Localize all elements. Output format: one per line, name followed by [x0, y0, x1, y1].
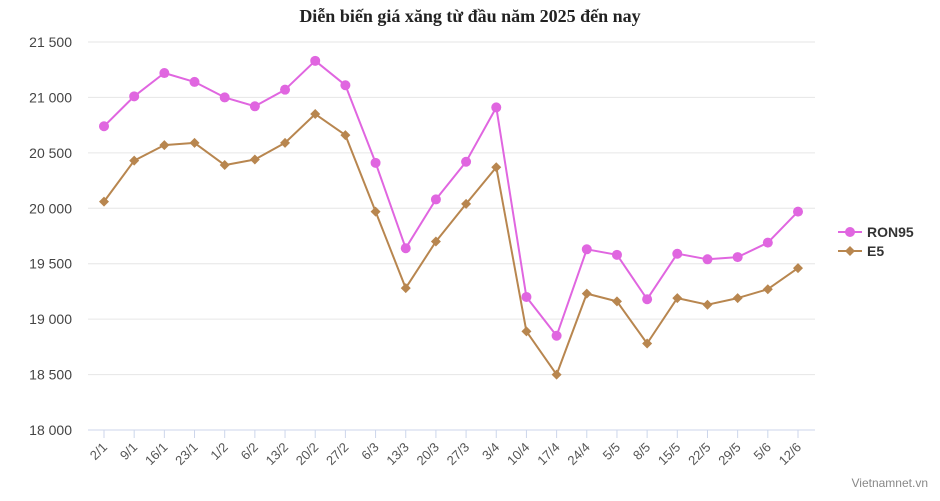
x-tick-label: 12/6	[776, 440, 805, 469]
data-point-ron95[interactable]	[521, 291, 532, 302]
data-point-e5[interactable]	[340, 130, 351, 141]
data-point-ron95[interactable]	[491, 102, 502, 113]
x-tick-label: 8/5	[630, 440, 653, 463]
data-point-e5[interactable]	[491, 162, 502, 173]
x-tick-label: 29/5	[715, 440, 744, 469]
x-tick-label: 5/6	[751, 440, 774, 463]
data-point-e5[interactable]	[99, 196, 109, 207]
series-ron95	[99, 55, 803, 341]
data-point-ron95[interactable]	[219, 92, 230, 103]
data-point-ron95[interactable]	[551, 330, 562, 341]
x-tick-label: 5/5	[600, 440, 623, 463]
data-point-ron95[interactable]	[611, 249, 622, 260]
x-axis: 2/1 9/1 16/1 23/1 1/2 6/2 13/2 20/2 27/2 6/3 13/3 2…	[87, 429, 815, 469]
x-tick-label: 13/2	[263, 440, 292, 469]
x-tick-label: 10/4	[504, 440, 533, 469]
data-point-e5[interactable]	[400, 283, 411, 294]
data-point-e5[interactable]	[370, 206, 381, 217]
data-point-e5[interactable]	[642, 338, 653, 349]
legend-item-e5[interactable]: E5	[838, 243, 884, 259]
x-tick-label: 27/2	[323, 440, 352, 469]
y-tick-label: 20 000	[29, 200, 72, 216]
data-point-e5[interactable]	[702, 299, 713, 310]
data-point-ron95[interactable]	[280, 84, 291, 95]
x-tick-label: 24/4	[564, 440, 593, 469]
legend-item-ron95[interactable]: RON95	[838, 224, 914, 240]
data-point-e5[interactable]	[611, 296, 622, 307]
data-point-ron95[interactable]	[461, 156, 472, 167]
series-layer	[99, 55, 803, 380]
data-point-e5[interactable]	[189, 137, 200, 148]
data-point-ron95[interactable]	[732, 252, 743, 263]
x-tick-label: 20/2	[293, 440, 322, 469]
legend-marker	[845, 246, 855, 256]
x-tick-label: 27/3	[444, 440, 473, 469]
x-tick-label: 20/3	[414, 440, 443, 469]
data-point-e5[interactable]	[129, 155, 140, 166]
data-point-ron95[interactable]	[793, 206, 803, 217]
series-e5	[99, 109, 803, 380]
x-tick-label: 15/5	[655, 440, 684, 469]
data-point-ron95[interactable]	[400, 243, 411, 254]
x-tick-label: 3/4	[479, 440, 502, 463]
data-point-ron95[interactable]	[672, 248, 683, 259]
data-point-ron95[interactable]	[159, 68, 170, 79]
data-point-e5[interactable]	[762, 284, 773, 295]
x-tick-label: 6/2	[238, 440, 261, 463]
data-point-e5[interactable]	[461, 198, 472, 209]
x-tick-label: 6/3	[358, 440, 381, 463]
data-point-ron95[interactable]	[129, 91, 140, 102]
y-tick-label: 21 500	[29, 34, 72, 50]
x-tick-label: 23/1	[172, 440, 201, 469]
data-point-ron95[interactable]	[310, 55, 321, 66]
grid-lines	[88, 41, 815, 431]
data-point-ron95[interactable]	[370, 157, 381, 168]
x-tick-label: 22/5	[685, 440, 714, 469]
y-tick-label: 19 000	[29, 311, 72, 327]
data-point-ron95[interactable]	[189, 76, 200, 87]
x-tick-label: 1/2	[207, 440, 230, 463]
chart-title: Diễn biến giá xăng từ đầu năm 2025 đến n…	[299, 6, 640, 26]
y-tick-label: 21 000	[29, 89, 72, 105]
data-point-e5[interactable]	[581, 288, 592, 299]
data-point-ron95[interactable]	[340, 80, 351, 91]
data-point-e5[interactable]	[249, 154, 260, 165]
x-tick-label: 13/3	[383, 440, 412, 469]
source-credit: Vietnamnet.vn	[852, 476, 929, 490]
data-point-e5[interactable]	[521, 326, 532, 337]
data-point-e5[interactable]	[310, 109, 321, 120]
x-tick-label: 16/1	[142, 440, 171, 469]
y-tick-label: 20 500	[29, 145, 72, 161]
x-tick-label: 17/4	[534, 440, 563, 469]
data-point-e5[interactable]	[159, 140, 170, 151]
data-point-e5[interactable]	[732, 293, 743, 304]
data-point-ron95[interactable]	[430, 194, 441, 205]
series-line-ron95	[103, 59, 799, 337]
data-point-e5[interactable]	[280, 137, 291, 148]
legend[interactable]: RON95 E5	[838, 224, 914, 259]
x-tick-label: 2/1	[87, 440, 110, 463]
legend-label: RON95	[867, 224, 914, 240]
legend-label: E5	[867, 243, 884, 259]
data-point-e5[interactable]	[219, 160, 230, 171]
data-point-e5[interactable]	[672, 293, 683, 304]
data-point-ron95[interactable]	[702, 254, 713, 265]
y-tick-label: 19 500	[29, 256, 72, 272]
data-point-e5[interactable]	[793, 263, 803, 274]
series-line-e5	[103, 113, 799, 376]
y-tick-label: 18 000	[29, 422, 72, 438]
data-point-ron95[interactable]	[642, 294, 653, 305]
data-point-e5[interactable]	[430, 236, 441, 247]
y-axis-ticks: 18 000 18 500 19 000 19 500 20 000 20 500 21 0…	[29, 34, 72, 438]
data-point-ron95[interactable]	[581, 244, 592, 255]
legend-marker	[845, 227, 855, 237]
x-tick-label: 9/1	[117, 440, 140, 463]
data-point-ron95[interactable]	[249, 101, 260, 112]
data-point-ron95[interactable]	[99, 121, 109, 132]
y-tick-label: 18 500	[29, 367, 72, 383]
data-point-e5[interactable]	[551, 369, 562, 380]
data-point-ron95[interactable]	[762, 237, 773, 248]
